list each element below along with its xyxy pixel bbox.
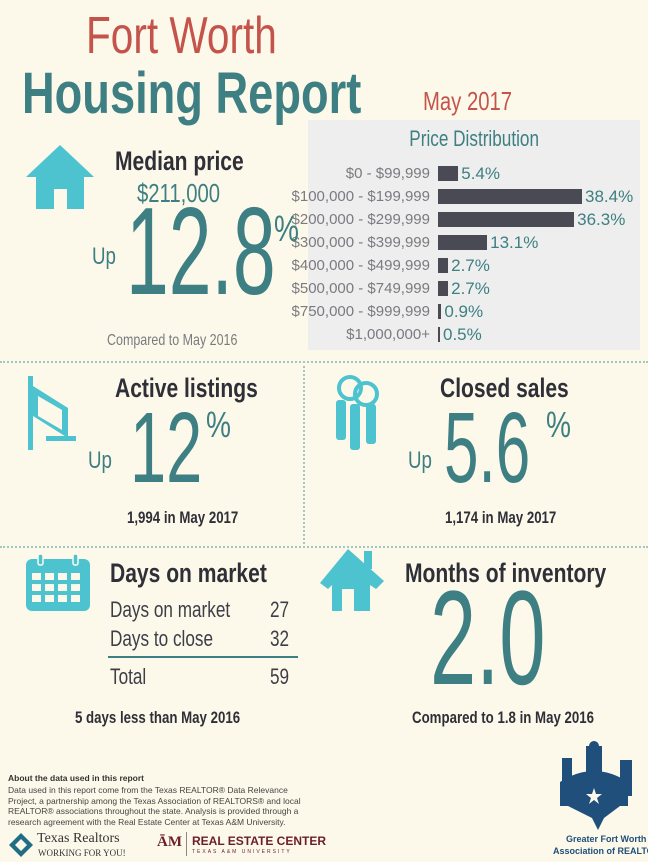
active-listings-heading: Active listings	[115, 373, 258, 403]
days-on-market-row-value: 27	[270, 597, 290, 622]
title-city: Fort Worth	[86, 7, 277, 65]
active-listings-change: 12	[130, 392, 203, 504]
about-heading: About the data used in this report	[8, 773, 145, 783]
bar-value-label: 38.4%	[585, 187, 634, 206]
bar	[438, 304, 442, 319]
report-period: May 2017	[423, 86, 513, 116]
median-price-comparison: Compared to May 2016	[107, 332, 238, 349]
days-to-close-row-value: 32	[270, 626, 290, 651]
chart-title: Price Distribution	[409, 126, 539, 151]
days-to-close-row-label: Days to close	[110, 626, 214, 651]
bar-category-label: $1,000,000+	[346, 326, 430, 343]
bar	[438, 327, 440, 342]
price-distribution-chart: Price Distribution $0 - $99,999 5.4% $100,…	[292, 120, 640, 350]
divider	[303, 366, 305, 544]
gfwar-name-line1: Greater Fort Worth	[566, 834, 647, 844]
months-inventory-value: 2.0	[430, 564, 546, 713]
texas-realtors-logo: Texas Realtors	[37, 831, 120, 846]
median-price-value: $211,000	[137, 178, 221, 208]
days-on-market-row-label: Days on market	[110, 597, 231, 622]
bar-value-label: 0.5%	[443, 325, 482, 344]
real-estate-center-logo: REAL ESTATE CENTER	[192, 834, 327, 848]
bar-category-label: $500,000 - $749,999	[291, 280, 430, 297]
bar-category-label: $200,000 - $299,999	[291, 211, 430, 228]
closed-sales-unit: %	[546, 404, 571, 445]
days-on-market-heading: Days on market	[110, 558, 267, 588]
tamu-logo-icon: ĀM	[157, 834, 182, 850]
bar	[438, 189, 582, 204]
closed-sales-note: 1,174 in May 2017	[445, 508, 557, 527]
gfwar-courthouse-logo-icon	[560, 741, 632, 830]
bar	[438, 212, 575, 227]
real-estate-center-sub: TEXAS A&M UNIVERSITY	[192, 849, 292, 855]
bar	[438, 166, 459, 181]
about-text: Data used in this report come from the T…	[8, 785, 301, 827]
keys-icon	[336, 375, 379, 450]
months-inventory-note: Compared to 1.8 in May 2016	[412, 708, 595, 727]
active-listings-direction: Up	[88, 447, 112, 474]
bar-category-label: $0 - $99,999	[345, 165, 430, 182]
title-report: Housing Report	[22, 61, 362, 126]
active-listings-unit: %	[206, 404, 231, 445]
bar-category-label: $400,000 - $499,999	[291, 257, 430, 274]
bar-category-label: $100,000 - $199,999	[291, 188, 430, 205]
bar-category-label: $750,000 - $999,999	[291, 303, 430, 320]
median-price-change: 12.8	[126, 183, 276, 321]
calendar-icon	[26, 553, 90, 611]
bar	[438, 281, 449, 296]
texas-realtors-tagline: WORKING FOR YOU!	[38, 848, 126, 858]
closed-sales-direction: Up	[408, 447, 432, 474]
divider	[0, 546, 648, 548]
bar-value-label: 13.1%	[490, 233, 539, 252]
logo-separator	[186, 832, 187, 856]
gfwar-name-line2: Association of REALTORS®	[553, 846, 648, 856]
days-on-market-note: 5 days less than May 2016	[75, 708, 241, 727]
bar-value-label: 2.7%	[451, 279, 490, 298]
bar-value-label: 36.3%	[577, 210, 626, 229]
median-price-unit: %	[274, 208, 299, 249]
bar	[438, 258, 449, 273]
active-listings-note: 1,994 in May 2017	[127, 508, 239, 527]
bar-value-label: 0.9%	[444, 302, 484, 321]
closed-sales-heading: Closed sales	[440, 373, 569, 403]
bar-category-label: $300,000 - $399,999	[291, 234, 430, 251]
house-icon	[26, 145, 94, 209]
house-icon	[320, 549, 384, 611]
for-sale-sign-icon	[28, 376, 76, 450]
median-price-heading: Median price	[115, 146, 244, 176]
months-inventory-heading: Months of inventory	[405, 558, 607, 588]
bar-value-label: 2.7%	[451, 256, 490, 275]
bar-value-label: 5.4%	[461, 164, 500, 183]
closed-sales-change: 5.6	[444, 392, 531, 504]
median-price-direction: Up	[92, 243, 116, 270]
total-label: Total	[110, 664, 147, 689]
total-value: 59	[270, 664, 290, 689]
bar	[438, 235, 488, 250]
texas-realtors-logo-icon	[9, 833, 33, 857]
divider	[0, 361, 648, 363]
total-rule	[108, 656, 298, 658]
